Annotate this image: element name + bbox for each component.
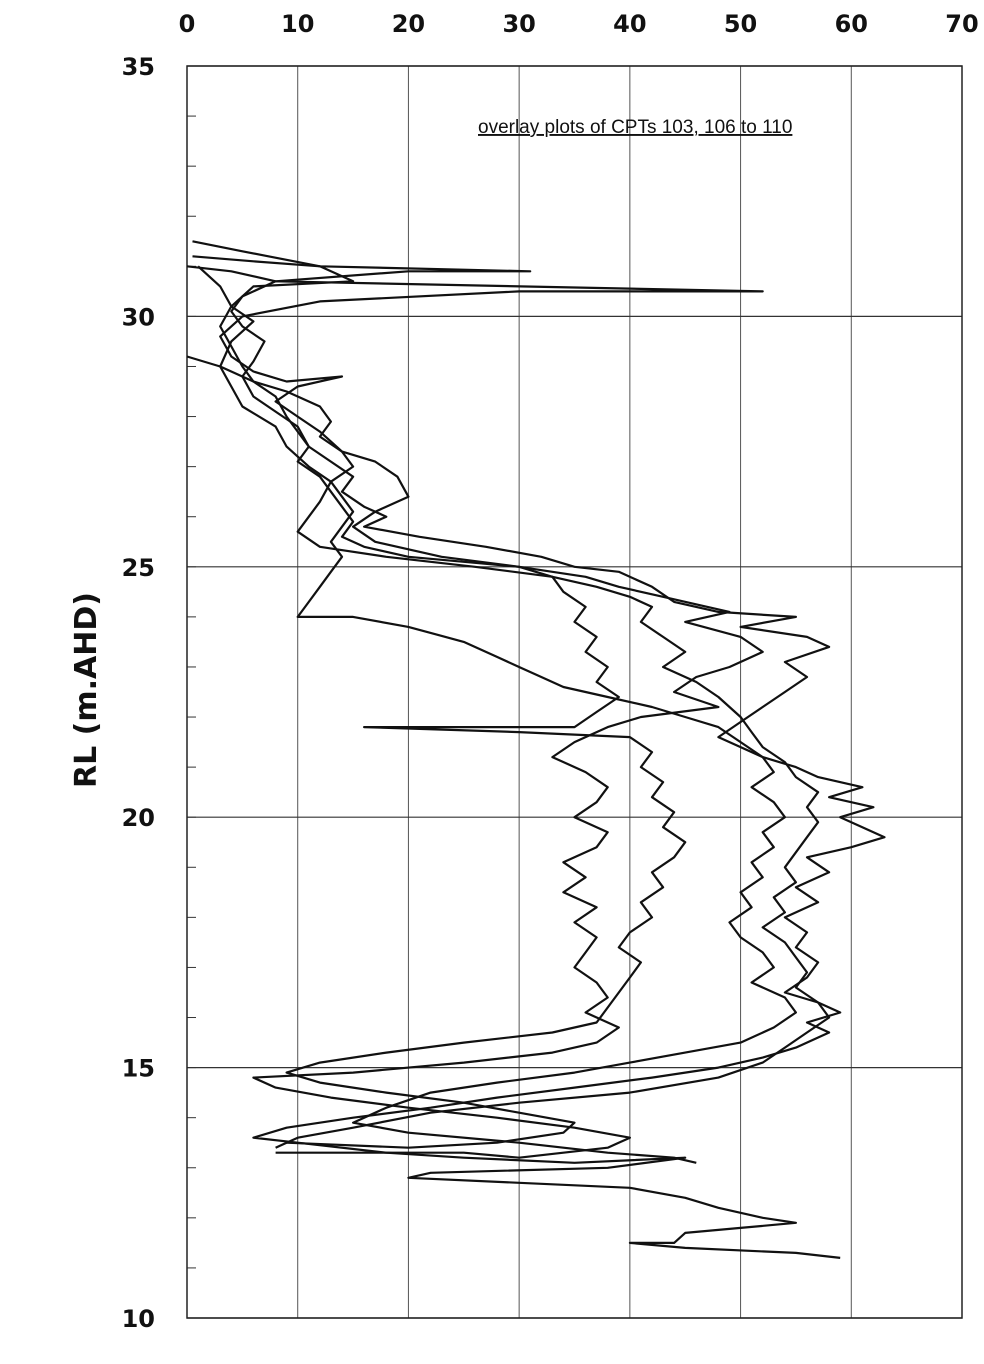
x-tick-label: 70 [945,10,978,38]
cpt-trace-line [186,265,764,1159]
x-tick-label: 20 [392,10,425,38]
x-tick-labels: 0 10 20 30 40 50 60 70 [179,10,979,38]
x-tick-label: 60 [835,10,868,38]
y-tick-label: 25 [122,554,155,582]
x-tick-label: 40 [613,10,646,38]
cpt-trace-line [192,240,831,1149]
x-tick-label: 30 [502,10,535,38]
cpt-trace-line [197,265,687,1149]
y-tick-label: 30 [122,303,155,331]
y-axis-label: RL (m.AHD) [69,592,104,788]
y-tick-label: 15 [122,1055,155,1083]
cpt-traces [186,240,886,1259]
plot-frame [186,65,963,1319]
x-tick-label: 0 [179,10,196,38]
y-tick-label: 35 [122,53,155,81]
chart-annotation: overlay plots of CPTs 103, 106 to 110 [478,117,792,138]
x-tick-label: 10 [281,10,314,38]
y-tick-label: 20 [122,804,155,832]
cpt-trace-line [192,255,886,1259]
y-tick-labels: 10 15 20 25 30 35 [122,53,155,1333]
cpt-trace-line [186,355,797,1164]
y-tick-label: 10 [122,1305,155,1333]
x-tick-label: 50 [724,10,757,38]
